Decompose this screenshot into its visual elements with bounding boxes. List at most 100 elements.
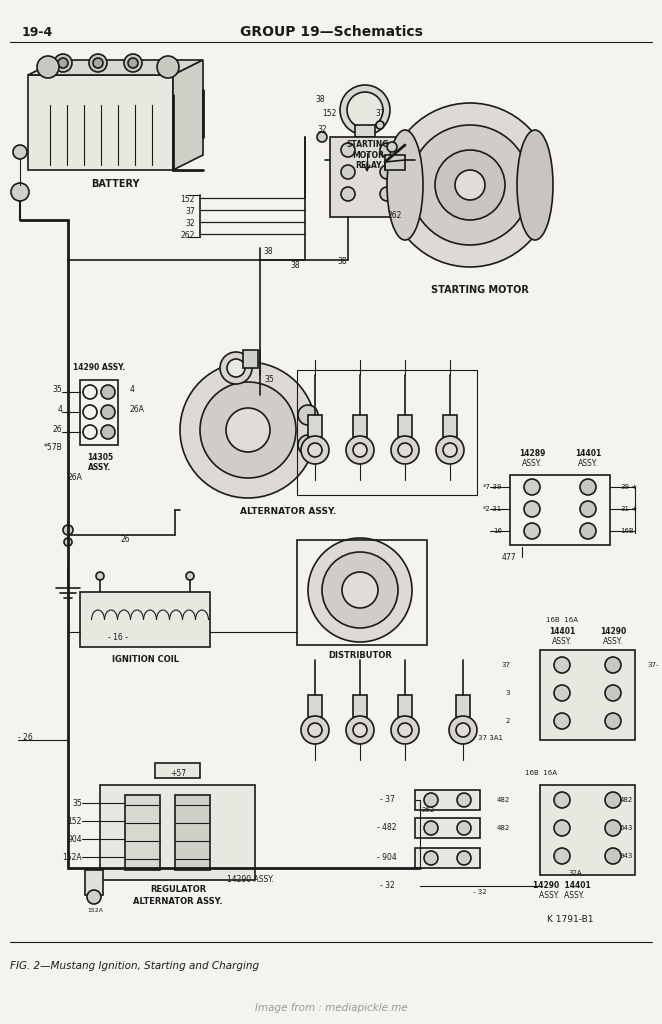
Bar [398,415,412,437]
Text: FIG. 2—Mustang Ignition, Starting and Charging: FIG. 2—Mustang Ignition, Starting and Ch… [10,961,259,971]
Bar [80,592,210,647]
Text: 152: 152 [68,816,82,825]
Polygon shape [28,60,203,75]
Circle shape [436,436,464,464]
Text: - 37: - 37 [379,796,395,805]
Text: 37-: 37- [647,662,659,668]
Circle shape [605,713,621,729]
Bar [353,415,367,437]
Text: 37: 37 [375,109,385,118]
Circle shape [408,132,418,142]
Text: 904: 904 [68,835,82,844]
Text: 16B  16A: 16B 16A [525,770,557,776]
Text: 26A: 26A [68,472,83,481]
Circle shape [89,54,107,72]
Circle shape [341,187,355,201]
Circle shape [353,443,367,457]
Circle shape [54,54,72,72]
Bar [415,848,480,868]
Bar [308,415,322,437]
Polygon shape [173,60,203,170]
Bar [85,870,103,895]
Text: 14290 ASSY.: 14290 ASSY. [73,364,125,373]
Bar [540,650,635,740]
Circle shape [308,538,412,642]
Text: 37: 37 [501,662,510,668]
Text: - 482: - 482 [377,823,397,833]
Bar [355,125,375,137]
Text: IGNITION COIL: IGNITION COIL [111,655,179,665]
Bar [243,350,258,368]
Circle shape [457,851,471,865]
Text: - 16 -: - 16 - [108,633,128,641]
Circle shape [554,685,570,701]
Text: - 32: - 32 [379,882,395,891]
Circle shape [424,793,438,807]
Circle shape [308,443,322,457]
Text: ASSY.: ASSY. [552,638,572,646]
Text: STARTING
MOTOR
RELAY: STARTING MOTOR RELAY [347,140,389,170]
Circle shape [64,538,72,546]
Circle shape [387,142,397,152]
Text: 262: 262 [388,211,402,219]
Text: 26: 26 [120,536,130,545]
Circle shape [101,425,115,439]
Text: 14290  14401: 14290 14401 [533,881,591,890]
Text: 16B  16A: 16B 16A [546,617,578,623]
Circle shape [96,572,104,580]
Text: 643: 643 [620,825,634,831]
Bar [330,137,405,217]
Text: 38: 38 [315,95,324,104]
Text: K 1791-B1: K 1791-B1 [547,915,593,925]
Text: 35: 35 [52,385,62,394]
Circle shape [83,406,97,419]
Circle shape [101,406,115,419]
Circle shape [554,848,570,864]
Circle shape [380,143,394,157]
Circle shape [554,657,570,673]
Text: GROUP 19—Schematics: GROUP 19—Schematics [240,25,422,39]
Circle shape [227,359,245,377]
Bar [385,155,405,170]
Circle shape [391,716,419,744]
Bar [28,75,173,170]
Text: 262: 262 [181,230,195,240]
Circle shape [524,501,540,517]
Bar [100,785,255,880]
Circle shape [226,408,270,452]
Text: 38: 38 [263,248,273,256]
Text: REGULATOR: REGULATOR [150,886,206,895]
Text: ASSY.: ASSY. [603,638,623,646]
Circle shape [398,443,412,457]
Text: ASSY.  ASSY.: ASSY. ASSY. [540,891,585,899]
Bar [80,380,118,445]
Circle shape [424,851,438,865]
Text: 482: 482 [496,797,510,803]
Circle shape [457,793,471,807]
Text: 14305: 14305 [87,453,113,462]
Circle shape [101,385,115,399]
Text: 2: 2 [506,718,510,724]
Circle shape [342,572,378,608]
Circle shape [340,85,390,135]
Circle shape [580,501,596,517]
Text: 38: 38 [337,257,347,266]
Circle shape [380,187,394,201]
Circle shape [63,525,73,535]
Circle shape [128,58,138,68]
Circle shape [220,352,252,384]
Circle shape [605,792,621,808]
Text: 482: 482 [620,797,634,803]
Text: 152: 152 [181,195,195,204]
Circle shape [308,723,322,737]
Text: DISTRIBUTOR: DISTRIBUTOR [328,650,392,659]
Circle shape [524,523,540,539]
Text: 14401: 14401 [575,449,601,458]
Circle shape [301,716,329,744]
Circle shape [580,523,596,539]
Text: 152: 152 [322,109,336,118]
Bar [297,370,477,495]
Circle shape [341,143,355,157]
Bar [353,695,367,717]
Text: ASSY.: ASSY. [578,459,598,468]
